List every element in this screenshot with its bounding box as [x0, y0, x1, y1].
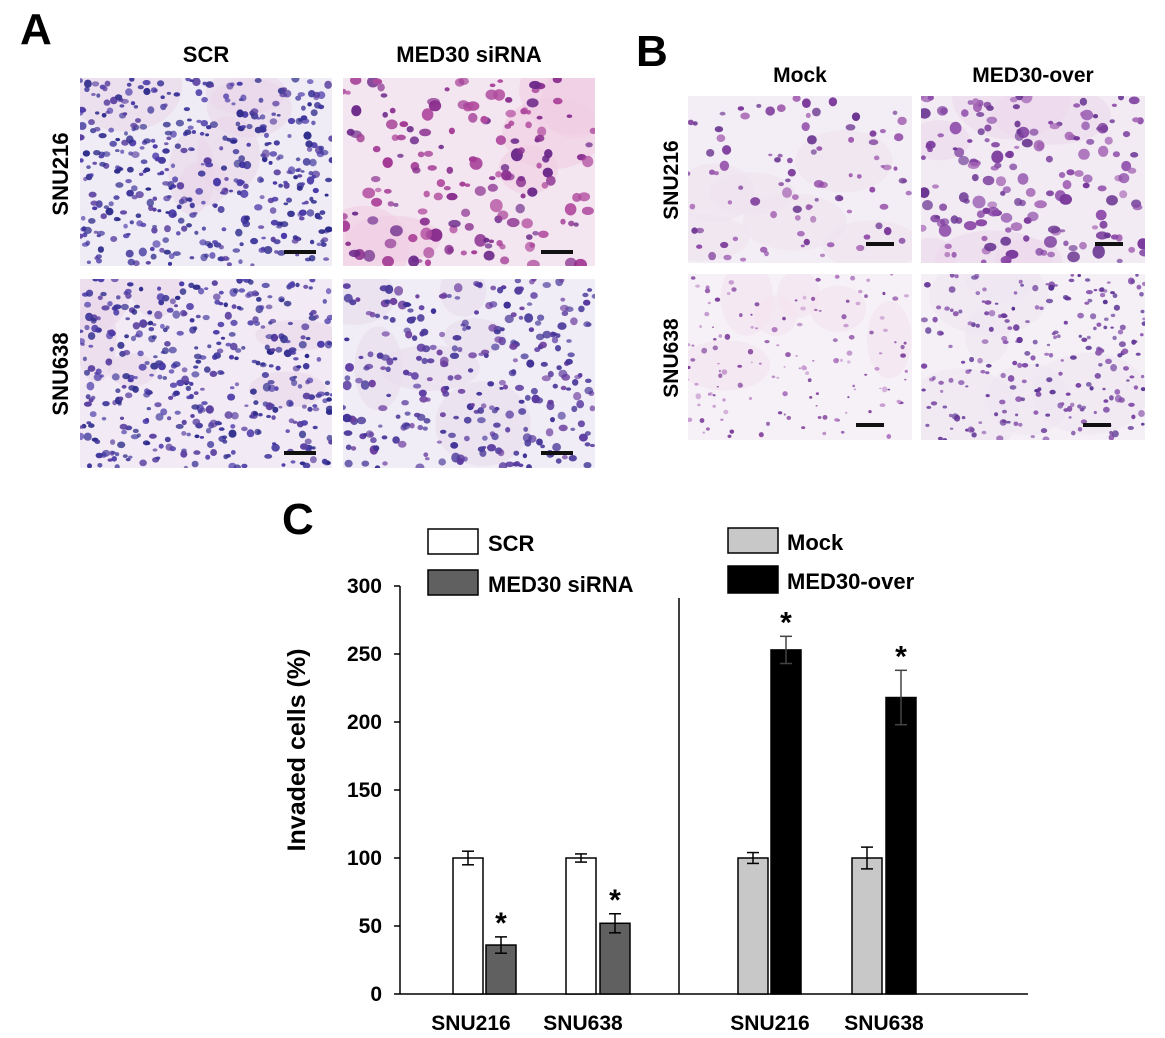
x-tick-label: SNU216: [431, 1012, 510, 1035]
legend-label-mock: Mock: [787, 530, 844, 555]
bar-mock: [851, 857, 883, 995]
bar-med30-sirna: [485, 944, 517, 995]
legend-label-med30-over: MED30-over: [787, 569, 915, 594]
scale-bar: [541, 451, 573, 455]
micrograph-b-mock-snu216: [688, 96, 912, 263]
legend-label-scr: SCR: [488, 531, 535, 556]
scale-bar: [1083, 423, 1111, 427]
panel-a-letter: A: [20, 5, 52, 54]
panel-b-col-mock: Mock: [773, 64, 827, 87]
bar-scr: [565, 857, 597, 995]
y-axis-title: Invaded cells (%): [283, 649, 311, 852]
y-tick-label: 50: [359, 915, 382, 938]
legend-swatch-med30-sirna: [427, 569, 479, 596]
y-tick-label: 200: [347, 711, 382, 734]
micrograph-a-sirna-snu638: [343, 279, 595, 468]
bar-mock: [737, 857, 769, 995]
micrograph-b-over-snu216: [921, 96, 1145, 263]
micrograph-a-scr-snu216: [80, 78, 332, 266]
legend-swatch-mock: [727, 527, 779, 554]
significance-marker: *: [780, 606, 792, 639]
legend-swatch-scr: [427, 528, 479, 555]
scale-bar: [541, 250, 573, 254]
legend-swatch-med30-over: [727, 565, 779, 594]
x-tick-label: SNU638: [543, 1012, 623, 1035]
micrograph-a-scr-snu638: [80, 279, 332, 468]
panel-a-col-med30-sirna: MED30 siRNA: [396, 42, 542, 67]
bar-med30-over: [770, 649, 802, 995]
y-tick-label: 250: [347, 643, 382, 666]
significance-marker: *: [895, 640, 907, 673]
micrograph-b-over-snu638: [921, 274, 1145, 440]
panel-c-letter: C: [282, 495, 314, 544]
y-tick-label: 0: [370, 983, 382, 1006]
significance-marker: *: [609, 884, 621, 917]
scale-bar: [856, 423, 884, 427]
bar-scr: [452, 857, 484, 995]
micrograph-b-mock-snu638: [688, 274, 912, 440]
x-labels: SNU216 SNU638 SNU216 SNU638: [431, 1012, 924, 1035]
panel-a-col-scr: SCR: [182, 42, 230, 67]
bar-med30-over: [885, 696, 917, 995]
x-tick-label: SNU216: [730, 1012, 809, 1035]
x-tick-label: SNU638: [844, 1012, 924, 1035]
scale-bar: [284, 451, 316, 455]
y-tick-label: 300: [347, 575, 382, 598]
bars: * * * *: [452, 606, 917, 995]
bar-med30-sirna: [599, 922, 631, 995]
y-tick-label: 150: [347, 779, 382, 802]
scale-bar: [866, 242, 894, 246]
micrograph-a-sirna-snu216: [343, 78, 595, 266]
legend-label-med30-sirna: MED30 siRNA: [488, 572, 634, 597]
scale-bar: [284, 250, 316, 254]
y-ticks: 0 50 100 150 200 250 300: [347, 575, 400, 1006]
panel-b-letter: B: [636, 27, 668, 76]
panel-b-col-med30-over: MED30-over: [972, 64, 1094, 87]
scale-bar: [1095, 242, 1123, 246]
y-tick-label: 100: [347, 847, 382, 870]
significance-marker: *: [495, 907, 507, 940]
